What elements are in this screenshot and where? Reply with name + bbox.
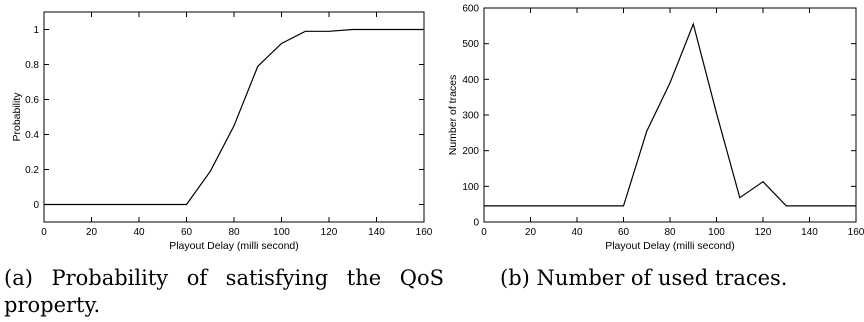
plot-frame (483, 7, 857, 223)
y-tick-label: 300 (462, 111, 479, 122)
x-tick-label: 160 (416, 227, 433, 238)
series-line (484, 22, 856, 207)
x-axis-label: Playout Delay (milli second) (605, 240, 735, 252)
x-tick-label: 160 (848, 227, 864, 238)
x-tick-label: 20 (525, 227, 537, 238)
x-tick-label: 0 (41, 227, 47, 238)
x-tick-label: 60 (618, 227, 630, 238)
y-tick-label: 1 (33, 25, 39, 36)
x-tick-label: 140 (801, 227, 818, 238)
x-tick-label: 80 (228, 227, 240, 238)
plot-frame (43, 11, 425, 223)
y-axis-label: Probability (11, 92, 23, 142)
chart-a-probability: 0 20 40 60 80 100 120 140 160 0 0.2 0.4 0.6 0.8 1 Playo… (11, 11, 433, 252)
y-tick-label: 0.2 (25, 165, 39, 176)
series-line (44, 28, 424, 206)
x-tick-label: 120 (755, 227, 772, 238)
y-tick-label: 200 (462, 146, 479, 157)
y-tick-label: 0 (473, 218, 479, 229)
x-axis-label: Playout Delay (milli second) (169, 240, 299, 252)
y-tick-label: 100 (462, 182, 479, 193)
x-tick-label: 40 (571, 227, 583, 238)
x-tick-label: 100 (708, 227, 725, 238)
chart-b-number-of-traces: 0 20 40 60 80 100 120 140 160 0 100 200 300 400 500 600… (447, 4, 864, 253)
x-tick-label: 20 (86, 227, 98, 238)
x-tick-label: 40 (133, 227, 145, 238)
y-tick-label: 600 (462, 4, 479, 15)
x-tick-label: 80 (664, 227, 676, 238)
y-tick-label: 0.8 (25, 60, 39, 71)
x-tick-label: 140 (368, 227, 385, 238)
y-tick-label: 500 (462, 39, 479, 50)
caption-a: (a) Probability of satisfying the QoS pr… (4, 266, 444, 317)
y-axis-label: Number of traces (447, 75, 459, 156)
x-tick-label: 120 (321, 227, 338, 238)
y-tick-label: 0.6 (25, 95, 39, 106)
x-tick-label: 100 (273, 227, 290, 238)
x-tick-label: 60 (181, 227, 193, 238)
y-tick-label: 0 (33, 200, 39, 211)
y-tick-label: 0.4 (25, 130, 39, 141)
y-tick-label: 400 (462, 75, 479, 86)
caption-b: (b) Number of used traces. (500, 266, 788, 290)
x-tick-label: 0 (481, 227, 487, 238)
